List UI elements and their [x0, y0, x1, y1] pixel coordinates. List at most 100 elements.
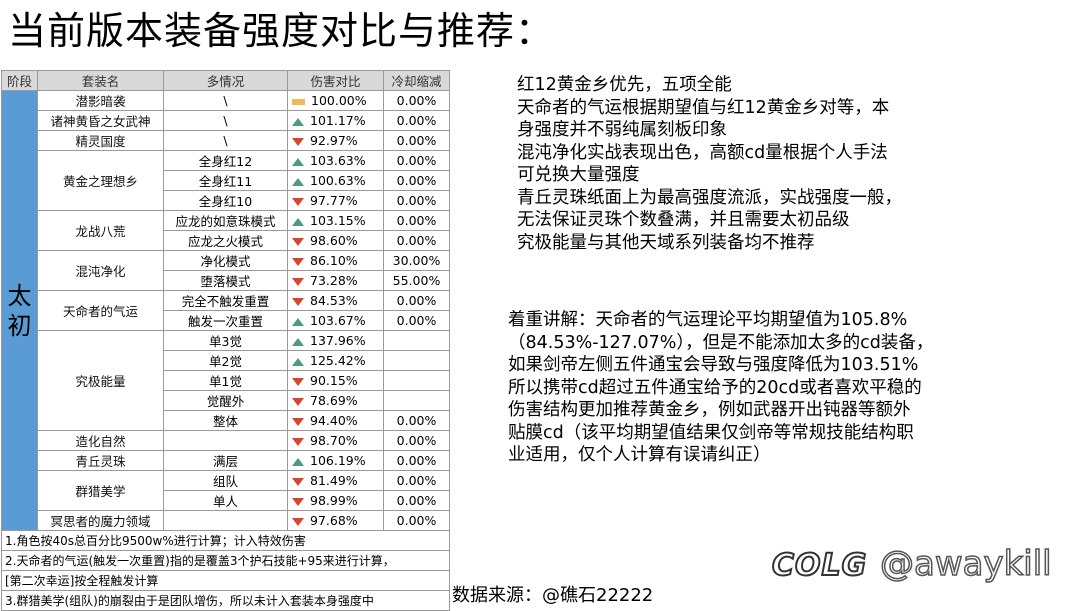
- data-source: 数据来源：@礁石22222: [452, 585, 654, 606]
- down-triangle-icon: [292, 397, 304, 406]
- damage-cell: 94.40%: [287, 410, 384, 431]
- recommend-line: 可兑换大量强度: [517, 165, 640, 185]
- damage-cell: 81.49%: [287, 470, 384, 491]
- table-row: 精灵国度 \ 92.97% 0.00%: [2, 130, 450, 151]
- down-triangle-icon: [292, 137, 304, 146]
- down-triangle-icon: [292, 497, 304, 506]
- header-cooldown: 冷却缩减: [383, 70, 450, 91]
- table-row: 龙战八荒 应龙的如意珠模式 103.15% 0.00%: [2, 210, 450, 251]
- damage-cell: 78.69%: [287, 390, 384, 411]
- down-triangle-icon: [292, 477, 304, 486]
- up-triangle-icon: [292, 357, 304, 366]
- table-row: 应龙之火模式 98.60% 0.00%: [2, 230, 450, 251]
- damage-value: 103.67%: [310, 313, 366, 328]
- explain-line: 业适用，仅个人计算有误请纠正）: [508, 445, 771, 465]
- table-row: 全身红10 97.77% 0.00%: [2, 190, 450, 211]
- damage-value: 103.15%: [310, 213, 366, 228]
- damage-value: 90.15%: [310, 373, 358, 388]
- table-row: 群猎美学 组队 81.49% 0.00%: [2, 470, 450, 511]
- table-row: 黄金之理想乡 全身红12 103.63% 0.00%: [2, 150, 450, 211]
- set-name-cell: 精灵国度: [37, 130, 164, 151]
- down-triangle-icon: [292, 417, 304, 426]
- header-damage: 伤害对比: [287, 70, 384, 91]
- table-row: 堕落模式 73.28% 55.00%: [2, 270, 450, 291]
- damage-cell: 86.10%: [287, 250, 384, 271]
- damage-cell: 98.99%: [287, 490, 384, 511]
- recommendation-text: 红12黄金乡优先，五项全能 天命者的气运根据期望值与红12黄金乡对等，本 身强度…: [517, 74, 902, 254]
- damage-cell: 98.70%: [287, 430, 384, 451]
- damage-value: 78.69%: [310, 393, 358, 408]
- set-name-cell: 造化自然: [37, 430, 164, 451]
- up-triangle-icon: [292, 117, 304, 126]
- table-row: 单2觉 125.42%: [2, 350, 450, 371]
- set-name-cell: 龙战八荒: [37, 210, 164, 251]
- cooldown-cell: 0.00%: [383, 410, 450, 431]
- up-triangle-icon: [292, 157, 304, 166]
- condition-cell: 全身红12: [163, 150, 288, 171]
- cooldown-cell: 0.00%: [383, 90, 450, 111]
- damage-value: 106.19%: [310, 453, 366, 468]
- condition-cell: 组队: [163, 470, 288, 491]
- up-triangle-icon: [292, 317, 304, 326]
- damage-cell: 103.67%: [287, 310, 384, 331]
- explanation-text: 着重讲解：天命者的气运理论平均期望值为105.8% （84.53%-127.07…: [508, 309, 978, 467]
- damage-value: 92.97%: [310, 133, 358, 148]
- note-row: 3.群猎美学(组队)的崩裂由于是团队增伤，所以未计入套装本身强度中: [1, 590, 450, 611]
- condition-cell: 应龙之火模式: [163, 230, 288, 251]
- table-row: 触发一次重置 103.67% 0.00%: [2, 310, 450, 331]
- damage-value: 73.28%: [310, 273, 358, 288]
- cooldown-cell: 0.00%: [383, 110, 450, 131]
- damage-cell: 100.63%: [287, 170, 384, 191]
- condition-cell: 单人: [163, 490, 288, 511]
- table-row: 混沌净化 净化模式 86.10% 30.00%: [2, 250, 450, 291]
- cooldown-cell: 0.00%: [383, 510, 450, 531]
- down-triangle-icon: [292, 277, 304, 286]
- damage-value: 84.53%: [310, 293, 358, 308]
- condition-cell: 全身红10: [163, 190, 288, 211]
- table-row: 全身红11 100.63% 0.00%: [2, 170, 450, 191]
- damage-cell: 92.97%: [287, 130, 384, 151]
- colg-logo: COLG: [771, 547, 868, 584]
- cooldown-cell: 55.00%: [383, 270, 450, 291]
- page-title: 当前版本装备强度对比与推荐：: [8, 9, 555, 53]
- cooldown-cell: 0.00%: [383, 450, 450, 471]
- damage-value: 98.60%: [310, 233, 358, 248]
- damage-cell: 84.53%: [287, 290, 384, 311]
- flat-bar-icon: [292, 98, 305, 105]
- table-row: 造化自然 98.70% 0.00%: [2, 430, 450, 451]
- set-name-cell: 混沌净化: [37, 250, 164, 291]
- table-row: 天命者的气运 完全不触发重置 84.53% 0.00%: [2, 290, 450, 331]
- stage-group-label: 太初: [7, 281, 32, 340]
- damage-cell: 106.19%: [287, 450, 384, 471]
- table-note: 2.天命者的气运(触发一次重置)指的是覆盖3个护石技能+95来进行计算，: [1, 550, 450, 571]
- condition-cell: \: [163, 130, 288, 151]
- table-row: 冥思者的魔力领域 97.68% 0.00%: [2, 510, 450, 531]
- damage-value: 103.63%: [310, 153, 366, 168]
- cooldown-cell: [383, 390, 450, 411]
- note-row: 2.天命者的气运(触发一次重置)指的是覆盖3个护石技能+95来进行计算，: [1, 550, 450, 571]
- up-triangle-icon: [292, 457, 304, 466]
- down-triangle-icon: [292, 237, 304, 246]
- table-note: 3.群猎美学(组队)的崩裂由于是团队增伤，所以未计入套装本身强度中: [1, 590, 450, 611]
- condition-cell: 整体: [163, 410, 288, 431]
- condition-cell: 完全不触发重置: [163, 290, 288, 311]
- condition-cell: 全身红11: [163, 170, 288, 191]
- note-row: 1.角色按40s总百分比9500w%进行计算；计入特效伤害: [1, 530, 450, 551]
- damage-cell: 101.17%: [287, 110, 384, 131]
- cooldown-cell: 0.00%: [383, 290, 450, 311]
- up-triangle-icon: [292, 177, 304, 186]
- table-row: 青丘灵珠 满层 106.19% 0.00%: [2, 450, 450, 471]
- set-name-cell: 天命者的气运: [37, 290, 164, 331]
- down-triangle-icon: [292, 197, 304, 206]
- cooldown-cell: 0.00%: [383, 190, 450, 211]
- cooldown-cell: 0.00%: [383, 210, 450, 231]
- cooldown-cell: 30.00%: [383, 250, 450, 271]
- explain-line: 所以携带cd超过五件通宝给予的20cd或者喜欢平稳的: [508, 377, 922, 398]
- damage-value: 98.70%: [310, 433, 358, 448]
- condition-cell: 单2觉: [163, 350, 288, 371]
- down-triangle-icon: [292, 257, 304, 266]
- damage-value: 97.68%: [310, 513, 358, 528]
- cooldown-cell: 0.00%: [383, 490, 450, 511]
- cooldown-cell: [383, 330, 450, 351]
- damage-value: 100.00%: [311, 93, 367, 108]
